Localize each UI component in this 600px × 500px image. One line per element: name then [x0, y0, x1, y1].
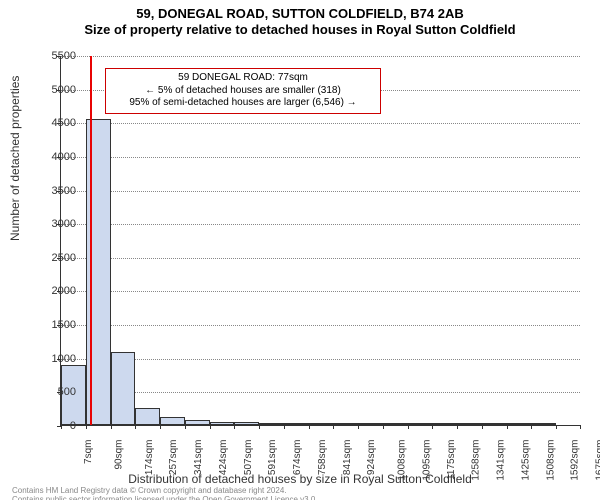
- grid-line: [61, 359, 580, 360]
- grid-line: [61, 224, 580, 225]
- xtick-mark: [160, 425, 161, 429]
- info-box-line: 95% of semi-detached houses are larger (…: [112, 97, 374, 110]
- bar: [333, 423, 358, 425]
- xtick-mark: [482, 425, 483, 429]
- grid-line: [61, 191, 580, 192]
- xtick-label: 174sqm: [144, 440, 155, 476]
- xtick-mark: [86, 425, 87, 429]
- xtick-label: 758sqm: [317, 440, 328, 476]
- bar: [482, 423, 507, 425]
- xtick-label: 924sqm: [366, 440, 377, 476]
- xtick-mark: [210, 425, 211, 429]
- xtick-mark: [580, 425, 581, 429]
- bar: [284, 423, 309, 425]
- ytick-label: 1000: [36, 353, 76, 365]
- bar: [358, 423, 383, 425]
- xtick-mark: [284, 425, 285, 429]
- bar: [309, 423, 334, 425]
- bar: [432, 423, 457, 425]
- y-axis-label: Number of detached properties: [8, 76, 22, 241]
- bar: [531, 423, 556, 425]
- info-box-line: ← 5% of detached houses are smaller (318…: [112, 85, 374, 98]
- bar: [160, 417, 185, 425]
- ytick-label: 3500: [36, 185, 76, 197]
- x-axis-label: Distribution of detached houses by size …: [0, 472, 600, 486]
- grid-line: [61, 325, 580, 326]
- info-box-line: 59 DONEGAL ROAD: 77sqm: [112, 72, 374, 85]
- bar: [408, 423, 433, 425]
- bar: [210, 422, 235, 425]
- ytick-label: 1500: [36, 319, 76, 331]
- bar: [383, 423, 408, 425]
- xtick-mark: [358, 425, 359, 429]
- footer-line-2: Contains public sector information licen…: [12, 496, 318, 500]
- xtick-label: 674sqm: [292, 440, 303, 476]
- xtick-label: 424sqm: [218, 440, 229, 476]
- xtick-mark: [234, 425, 235, 429]
- grid-line: [61, 258, 580, 259]
- xtick-label: 841sqm: [342, 440, 353, 476]
- ytick-label: 2000: [36, 285, 76, 297]
- ytick-label: 5500: [36, 50, 76, 62]
- page-title: 59, DONEGAL ROAD, SUTTON COLDFIELD, B74 …: [0, 6, 600, 22]
- xtick-mark: [383, 425, 384, 429]
- bar: [185, 420, 210, 425]
- ytick-label: 4500: [36, 117, 76, 129]
- page-subtitle: Size of property relative to detached ho…: [0, 22, 600, 38]
- xtick-label: 507sqm: [243, 440, 254, 476]
- bar: [507, 423, 532, 425]
- ytick-label: 500: [36, 386, 76, 398]
- grid-line: [61, 392, 580, 393]
- xtick-mark: [135, 425, 136, 429]
- xtick-mark: [457, 425, 458, 429]
- grid-line: [61, 123, 580, 124]
- ytick-label: 0: [36, 420, 76, 432]
- bar: [259, 423, 284, 425]
- ytick-label: 4000: [36, 151, 76, 163]
- grid-line: [61, 56, 580, 57]
- xtick-mark: [111, 425, 112, 429]
- bar: [135, 408, 160, 425]
- grid-line: [61, 157, 580, 158]
- xtick-mark: [556, 425, 557, 429]
- bar: [234, 422, 259, 425]
- ytick-label: 2500: [36, 252, 76, 264]
- bar: [111, 352, 136, 425]
- ytick-label: 3000: [36, 218, 76, 230]
- info-box: 59 DONEGAL ROAD: 77sqm← 5% of detached h…: [105, 68, 381, 114]
- property-marker-line: [90, 56, 92, 425]
- xtick-label: 257sqm: [168, 440, 179, 476]
- xtick-mark: [309, 425, 310, 429]
- xtick-mark: [531, 425, 532, 429]
- xtick-label: 7sqm: [83, 440, 94, 464]
- xtick-label: 341sqm: [193, 440, 204, 476]
- ytick-label: 5000: [36, 84, 76, 96]
- xtick-label: 591sqm: [267, 440, 278, 476]
- xtick-mark: [259, 425, 260, 429]
- bar: [457, 423, 482, 425]
- footer: Contains HM Land Registry data © Crown c…: [12, 487, 318, 500]
- xtick-mark: [185, 425, 186, 429]
- xtick-mark: [408, 425, 409, 429]
- plot: 7sqm90sqm174sqm257sqm341sqm424sqm507sqm5…: [60, 56, 580, 426]
- xtick-mark: [333, 425, 334, 429]
- grid-line: [61, 291, 580, 292]
- chart-area: 7sqm90sqm174sqm257sqm341sqm424sqm507sqm5…: [60, 56, 580, 426]
- xtick-label: 90sqm: [113, 440, 124, 470]
- xtick-mark: [432, 425, 433, 429]
- xtick-mark: [507, 425, 508, 429]
